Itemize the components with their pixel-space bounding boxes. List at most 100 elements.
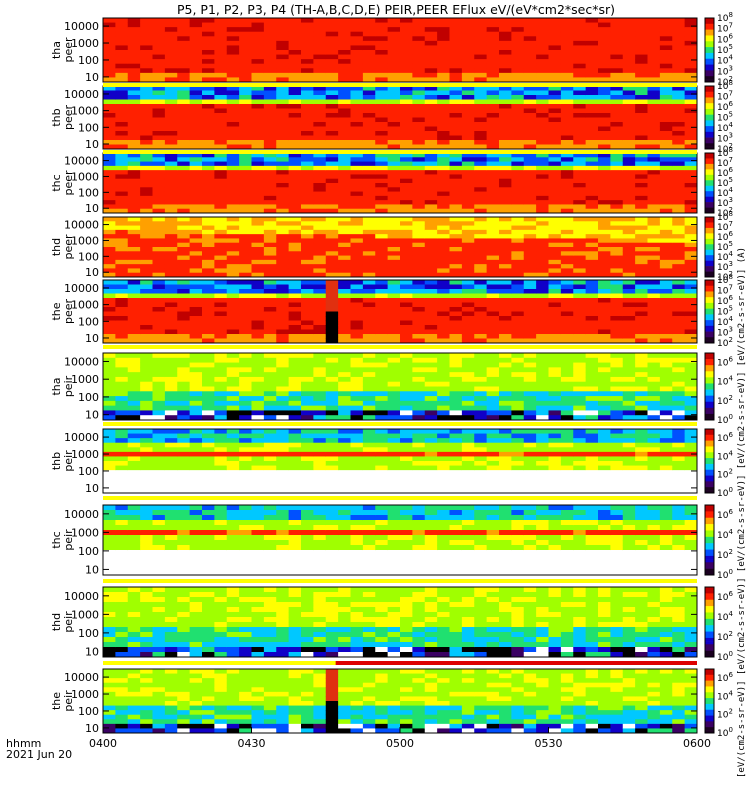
- heatmap-cell: [400, 229, 413, 235]
- heatmap-cell: [103, 405, 116, 411]
- heatmap-cell: [251, 488, 265, 494]
- heatmap-cell: [400, 334, 413, 339]
- heatmap-cell: [140, 140, 153, 145]
- colorbar-segment: [705, 386, 714, 390]
- heatmap-cell: [499, 108, 512, 114]
- heatmap-cell: [412, 289, 426, 294]
- heatmap-cell: [672, 77, 686, 83]
- colorbar-segment: [705, 32, 714, 36]
- colorbar-tick-label: 106: [717, 356, 733, 369]
- heatmap-cell: [610, 22, 624, 28]
- heatmap-cell: [251, 99, 265, 105]
- heatmap-cell: [276, 465, 290, 471]
- heatmap-cell: [313, 386, 327, 392]
- heatmap-cell: [461, 27, 475, 33]
- heatmap-cell: [350, 461, 364, 466]
- heatmap-cell: [375, 461, 389, 466]
- heatmap-cell: [189, 217, 203, 222]
- heatmap-cell: [486, 400, 500, 407]
- heatmap-cell: [635, 22, 648, 28]
- y-tick-label: 10: [85, 71, 99, 84]
- heatmap-cell: [437, 461, 450, 466]
- heatmap-cell: [164, 488, 178, 494]
- heatmap-cell: [338, 50, 351, 55]
- heatmap-cell: [350, 456, 364, 462]
- heatmap-cell: [239, 135, 252, 141]
- heatmap-cell: [412, 135, 426, 141]
- heatmap-cell: [684, 334, 698, 339]
- heatmap-cell: [684, 259, 698, 265]
- heatmap-cell: [251, 113, 265, 118]
- heatmap-cell: [548, 153, 562, 158]
- heatmap-cell: [437, 251, 450, 256]
- heatmap-cell: [338, 36, 351, 42]
- heatmap-cell: [585, 255, 599, 261]
- heatmap-cell: [127, 264, 141, 269]
- heatmap-cell: [598, 99, 611, 105]
- heatmap-cell: [362, 95, 376, 100]
- heatmap-cell: [338, 488, 351, 494]
- heatmap-cell: [226, 429, 240, 434]
- heatmap-cell: [263, 191, 277, 197]
- heatmap-cell: [288, 438, 302, 444]
- heatmap-cell: [115, 90, 129, 96]
- heatmap-cell: [301, 234, 314, 239]
- heatmap-cell: [610, 200, 624, 205]
- heatmap-cell: [461, 183, 475, 188]
- heatmap-cell: [362, 479, 376, 485]
- heatmap-cell: [560, 18, 574, 23]
- heatmap-cell: [647, 200, 661, 205]
- heatmap-cell: [461, 131, 475, 136]
- heatmap-cell: [164, 117, 178, 123]
- heatmap-cell: [560, 178, 574, 184]
- heatmap-cell: [214, 429, 228, 434]
- heatmap-cell: [622, 126, 636, 132]
- heatmap-cell: [461, 229, 475, 235]
- heatmap-cell: [362, 247, 376, 252]
- heatmap-cell: [214, 68, 228, 74]
- heatmap-cell: [350, 367, 364, 373]
- heatmap-cell: [400, 357, 413, 363]
- heatmap-cell: [177, 50, 191, 55]
- heatmap-cell: [362, 367, 376, 373]
- heatmap-cell: [610, 320, 624, 326]
- heatmap-cell: [635, 396, 648, 402]
- heatmap-cell: [598, 22, 611, 28]
- heatmap-cell: [288, 131, 302, 136]
- heatmap-cell: [659, 140, 673, 145]
- heatmap-cell: [251, 284, 265, 290]
- heatmap-cell: [313, 391, 327, 397]
- heatmap-cell: [622, 461, 636, 466]
- heatmap-cell: [672, 140, 686, 145]
- heatmap-cell: [486, 27, 500, 33]
- heatmap-cell: [152, 264, 166, 269]
- heatmap-cell: [103, 415, 116, 421]
- heatmap-cell: [325, 178, 339, 184]
- heatmap-cell: [140, 68, 153, 74]
- heatmap-cell: [263, 68, 277, 74]
- heatmap-cell: [103, 165, 116, 171]
- heatmap-cell: [140, 247, 153, 252]
- heatmap-cell: [375, 45, 389, 51]
- heatmap-cell: [548, 302, 562, 308]
- heatmap-cell: [585, 381, 599, 387]
- heatmap-cell: [140, 234, 153, 239]
- heatmap-cell: [127, 272, 141, 278]
- heatmap-cell: [474, 238, 488, 244]
- heatmap-cell: [226, 18, 240, 23]
- heatmap-cell: [486, 433, 500, 439]
- heatmap-cell: [325, 195, 339, 201]
- heatmap-cell: [325, 174, 339, 180]
- heatmap-cell: [301, 31, 314, 37]
- heatmap-cell: [263, 126, 277, 132]
- heatmap-cell: [239, 247, 252, 252]
- heatmap-cell: [140, 376, 153, 383]
- heatmap-cell: [338, 289, 351, 294]
- heatmap-cell: [226, 122, 240, 127]
- heatmap-cell: [350, 99, 364, 105]
- heatmap-cell: [647, 242, 661, 248]
- heatmap-cell: [610, 108, 624, 114]
- heatmap-cell: [387, 68, 401, 74]
- heatmap-cell: [647, 204, 661, 210]
